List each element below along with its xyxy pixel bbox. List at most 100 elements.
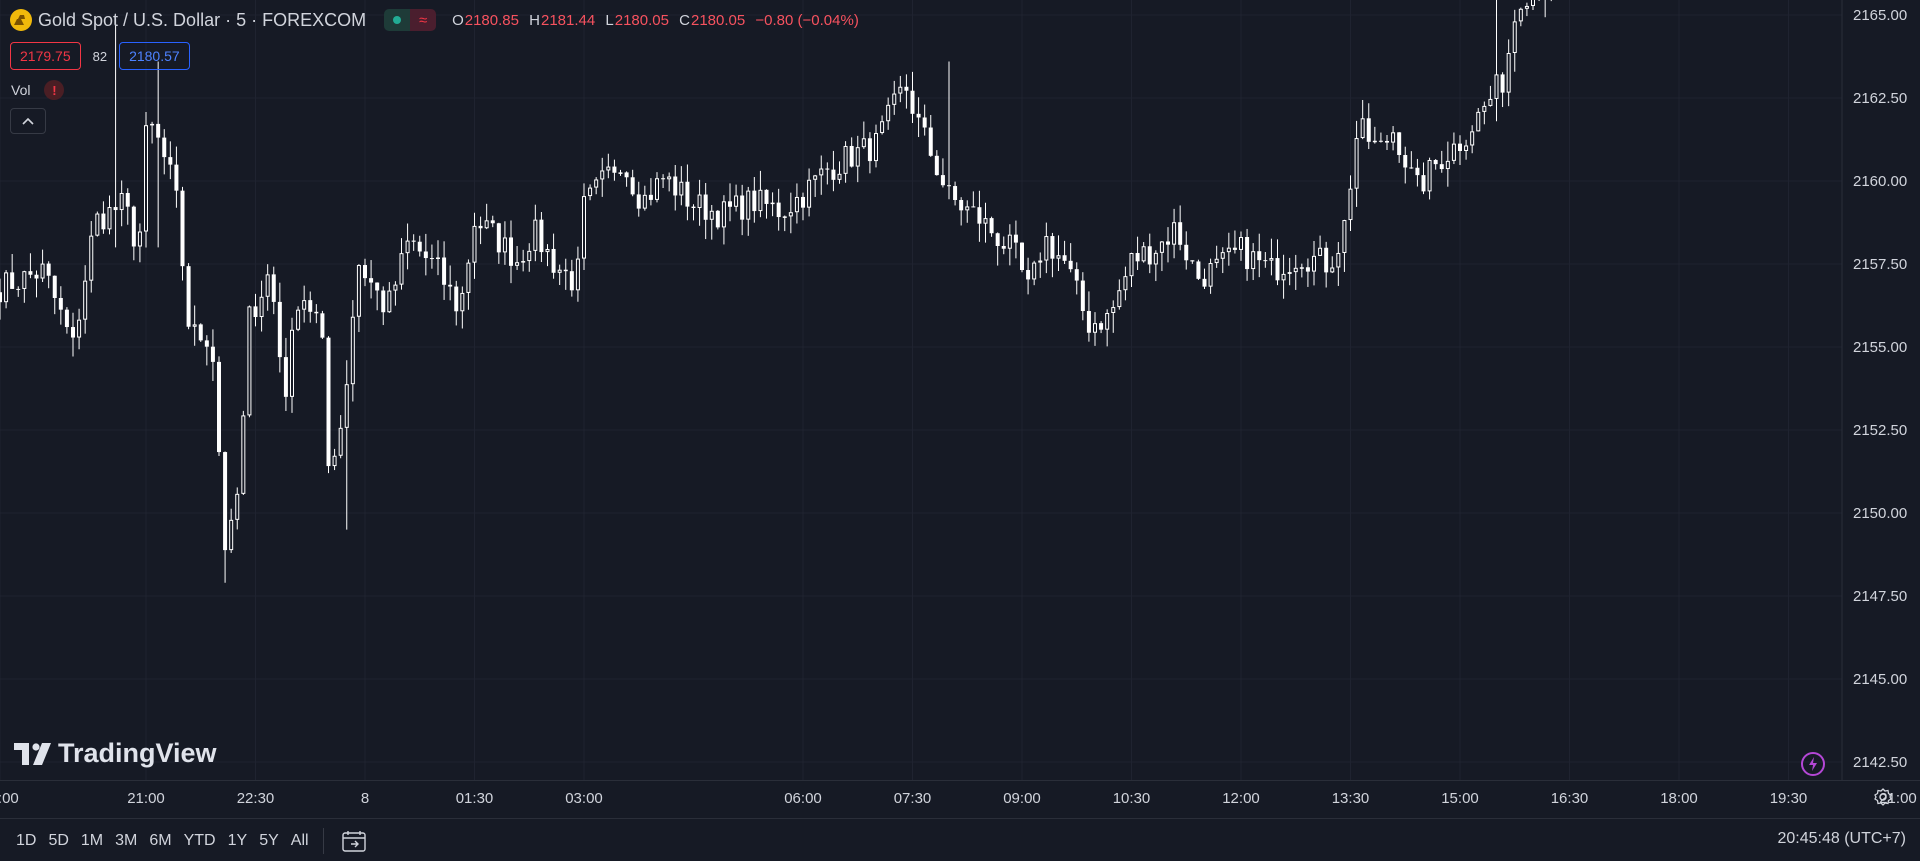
candle-body [1093,323,1097,333]
time-tick-label: 03:00 [565,790,603,807]
candle-body [910,90,915,114]
collapse-legend-button[interactable] [10,108,46,134]
price-chart[interactable]: 2142.50 2145.00 2147.50 2150.00 2152.50 2155.… [0,0,1920,818]
range-3m-button[interactable]: 3M [115,832,138,849]
candle-body [1348,188,1353,221]
candle-body [1166,241,1170,245]
candle-body [995,233,1000,247]
tradingview-brand[interactable]: TradingView [14,738,217,769]
symbol-title[interactable]: Gold Spot / U.S. Dollar · 5 · FOREXCOM [38,9,367,30]
gold-coin-icon [10,9,32,31]
candle-body [64,309,69,328]
candle-body [563,269,568,272]
candle-body [338,427,343,456]
candle-body [1409,167,1414,169]
candle-body [150,123,155,126]
candle-body [308,300,313,312]
candle-body [630,177,635,195]
time-tick-label: 09:00 [1003,790,1041,807]
candle-body [965,206,970,211]
candle-body [1299,267,1304,269]
candle-body [381,290,386,313]
range-1m-button[interactable]: 1M [80,832,104,849]
range-5d-button[interactable]: 5D [48,832,69,849]
candle-body [1226,247,1231,253]
candle-body [1269,258,1274,261]
candle-body [113,207,118,211]
candle-body [229,519,234,551]
candle-body [642,194,647,209]
sell-price-button[interactable]: 2179.75 [10,42,81,70]
goto-date-icon[interactable] [336,830,372,852]
candle-body [46,263,51,276]
candle-body [533,219,538,251]
candle-body [1293,267,1298,273]
candle-body [728,201,732,207]
candle-body [28,271,33,275]
candle-body [180,190,185,267]
candle-body [1245,237,1250,270]
lightning-icon[interactable] [1801,752,1825,776]
range-5y-button[interactable]: 5Y [259,832,279,849]
candle-body [788,212,793,217]
range-ytd-button[interactable]: YTD [183,832,216,849]
range-all-button[interactable]: All [290,832,309,849]
candle-body [472,225,477,263]
candle-body [515,262,520,266]
candle-body [618,172,623,174]
price-tick-label: 2157.50 [1853,256,1907,273]
candle-body [1470,131,1475,146]
candle-body [776,202,781,218]
candle-body [1512,21,1517,54]
range-1d-button[interactable]: 1D [16,832,37,849]
tradingview-logo-icon [14,742,52,765]
settings-icon[interactable] [1873,787,1893,807]
candle-body [1385,140,1389,143]
candle-body [1287,272,1292,274]
candle-body [819,168,824,176]
candle-body [612,166,617,173]
time-tick-label: 19:00 [0,790,19,807]
candle-body [746,190,751,220]
candle-body [186,266,191,327]
candle-body [1336,252,1341,268]
warning-icon[interactable]: ! [44,80,65,100]
candle-body [934,155,939,176]
candle-body [1232,247,1237,250]
candle-body [1172,222,1177,245]
candle-body [594,179,599,188]
time-tick-label: 15:00 [1441,790,1479,807]
volume-indicator-legend[interactable]: Vol ! [11,80,65,100]
candle-body [411,240,416,242]
candle-body [898,86,903,94]
market-status-pill[interactable]: ≈ [384,9,437,31]
timezone-clock[interactable]: 20:45:48 (UTC+7) [1777,830,1906,847]
candle-body [1013,234,1018,243]
candle-body [466,262,471,293]
candle-body [1506,53,1511,93]
candle-body [247,306,252,416]
candle-body [831,169,836,180]
candle-body [892,93,897,105]
price-tick-label: 2155.00 [1853,339,1907,356]
candle-body [734,195,739,207]
range-1y-button[interactable]: 1Y [227,832,248,849]
time-tick-label: 18:00 [1660,790,1698,807]
candle-body [1330,267,1335,273]
candle-body [0,292,2,303]
candle-body [144,125,148,232]
buy-price-button[interactable]: 2180.57 [119,42,190,70]
volume-label: Vol [11,82,31,98]
candle-body [490,220,495,224]
candle-body [40,263,45,279]
candle-body [283,357,288,397]
quote-row: 2179.75 82 2180.57 [10,42,190,70]
price-tick-label: 2147.50 [1853,588,1907,605]
range-6m-button[interactable]: 6M [149,832,172,849]
time-tick-label: 13:30 [1332,790,1370,807]
candle-body [253,306,258,318]
candle-body [1391,132,1396,143]
candle-body [1494,74,1499,99]
candle-body [1178,222,1183,245]
candle-body [648,194,653,200]
